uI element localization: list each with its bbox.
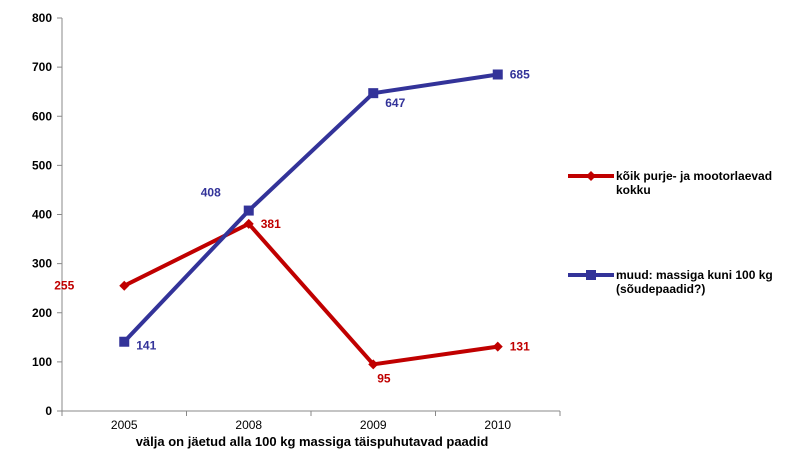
data-label: 141 [136, 339, 156, 353]
x-tick-label: 2010 [484, 418, 511, 432]
legend-label: muud: massiga kuni 100 kg [616, 268, 773, 282]
legend-label: (sõudepaadid?) [616, 282, 705, 296]
data-point-marker [368, 88, 379, 99]
y-tick-label: 600 [32, 109, 52, 123]
data-point-marker [243, 218, 254, 229]
y-tick-label: 0 [45, 404, 52, 418]
data-point-marker [492, 341, 503, 352]
y-tick-label: 200 [32, 306, 52, 320]
x-tick-label: 2009 [360, 418, 387, 432]
data-point-marker [243, 205, 254, 216]
data-labels: 255 381 95 131 141 408 647 685 [54, 67, 530, 385]
y-tick-label: 700 [32, 60, 52, 74]
data-point-marker [492, 69, 503, 80]
data-label: 255 [54, 279, 74, 293]
legend-swatch-marker [586, 171, 596, 181]
x-tick-label: 2008 [235, 418, 262, 432]
data-label: 685 [510, 67, 530, 81]
y-tick-label: 100 [32, 355, 52, 369]
legend-swatch-marker [586, 270, 596, 280]
legend-label: kokku [616, 183, 651, 197]
data-label: 95 [377, 371, 391, 385]
data-point-marker [368, 359, 379, 370]
series-line-2 [122, 72, 499, 344]
data-label: 408 [201, 186, 221, 200]
y-axis-ticks: 0 100 200 300 400 500 600 700 800 [32, 11, 62, 418]
series-line-1 [123, 221, 499, 367]
data-label: 131 [510, 340, 530, 354]
legend-label: kõik purje- ja mootorlaevad [616, 169, 772, 183]
x-tick-label: 2005 [111, 418, 138, 432]
y-tick-label: 300 [32, 257, 52, 271]
series-layer [119, 69, 503, 370]
y-tick-label: 800 [32, 11, 52, 25]
y-tick-label: 400 [32, 208, 52, 222]
data-point-marker [119, 280, 130, 291]
y-tick-label: 500 [32, 158, 52, 172]
data-label: 381 [261, 217, 281, 231]
x-axis-ticks: 2005 2008 2009 2010 [61, 411, 561, 432]
x-axis-title: välja on jäetud alla 100 kg massiga täis… [136, 434, 489, 449]
data-label: 647 [385, 96, 405, 110]
data-point-marker [119, 336, 130, 347]
